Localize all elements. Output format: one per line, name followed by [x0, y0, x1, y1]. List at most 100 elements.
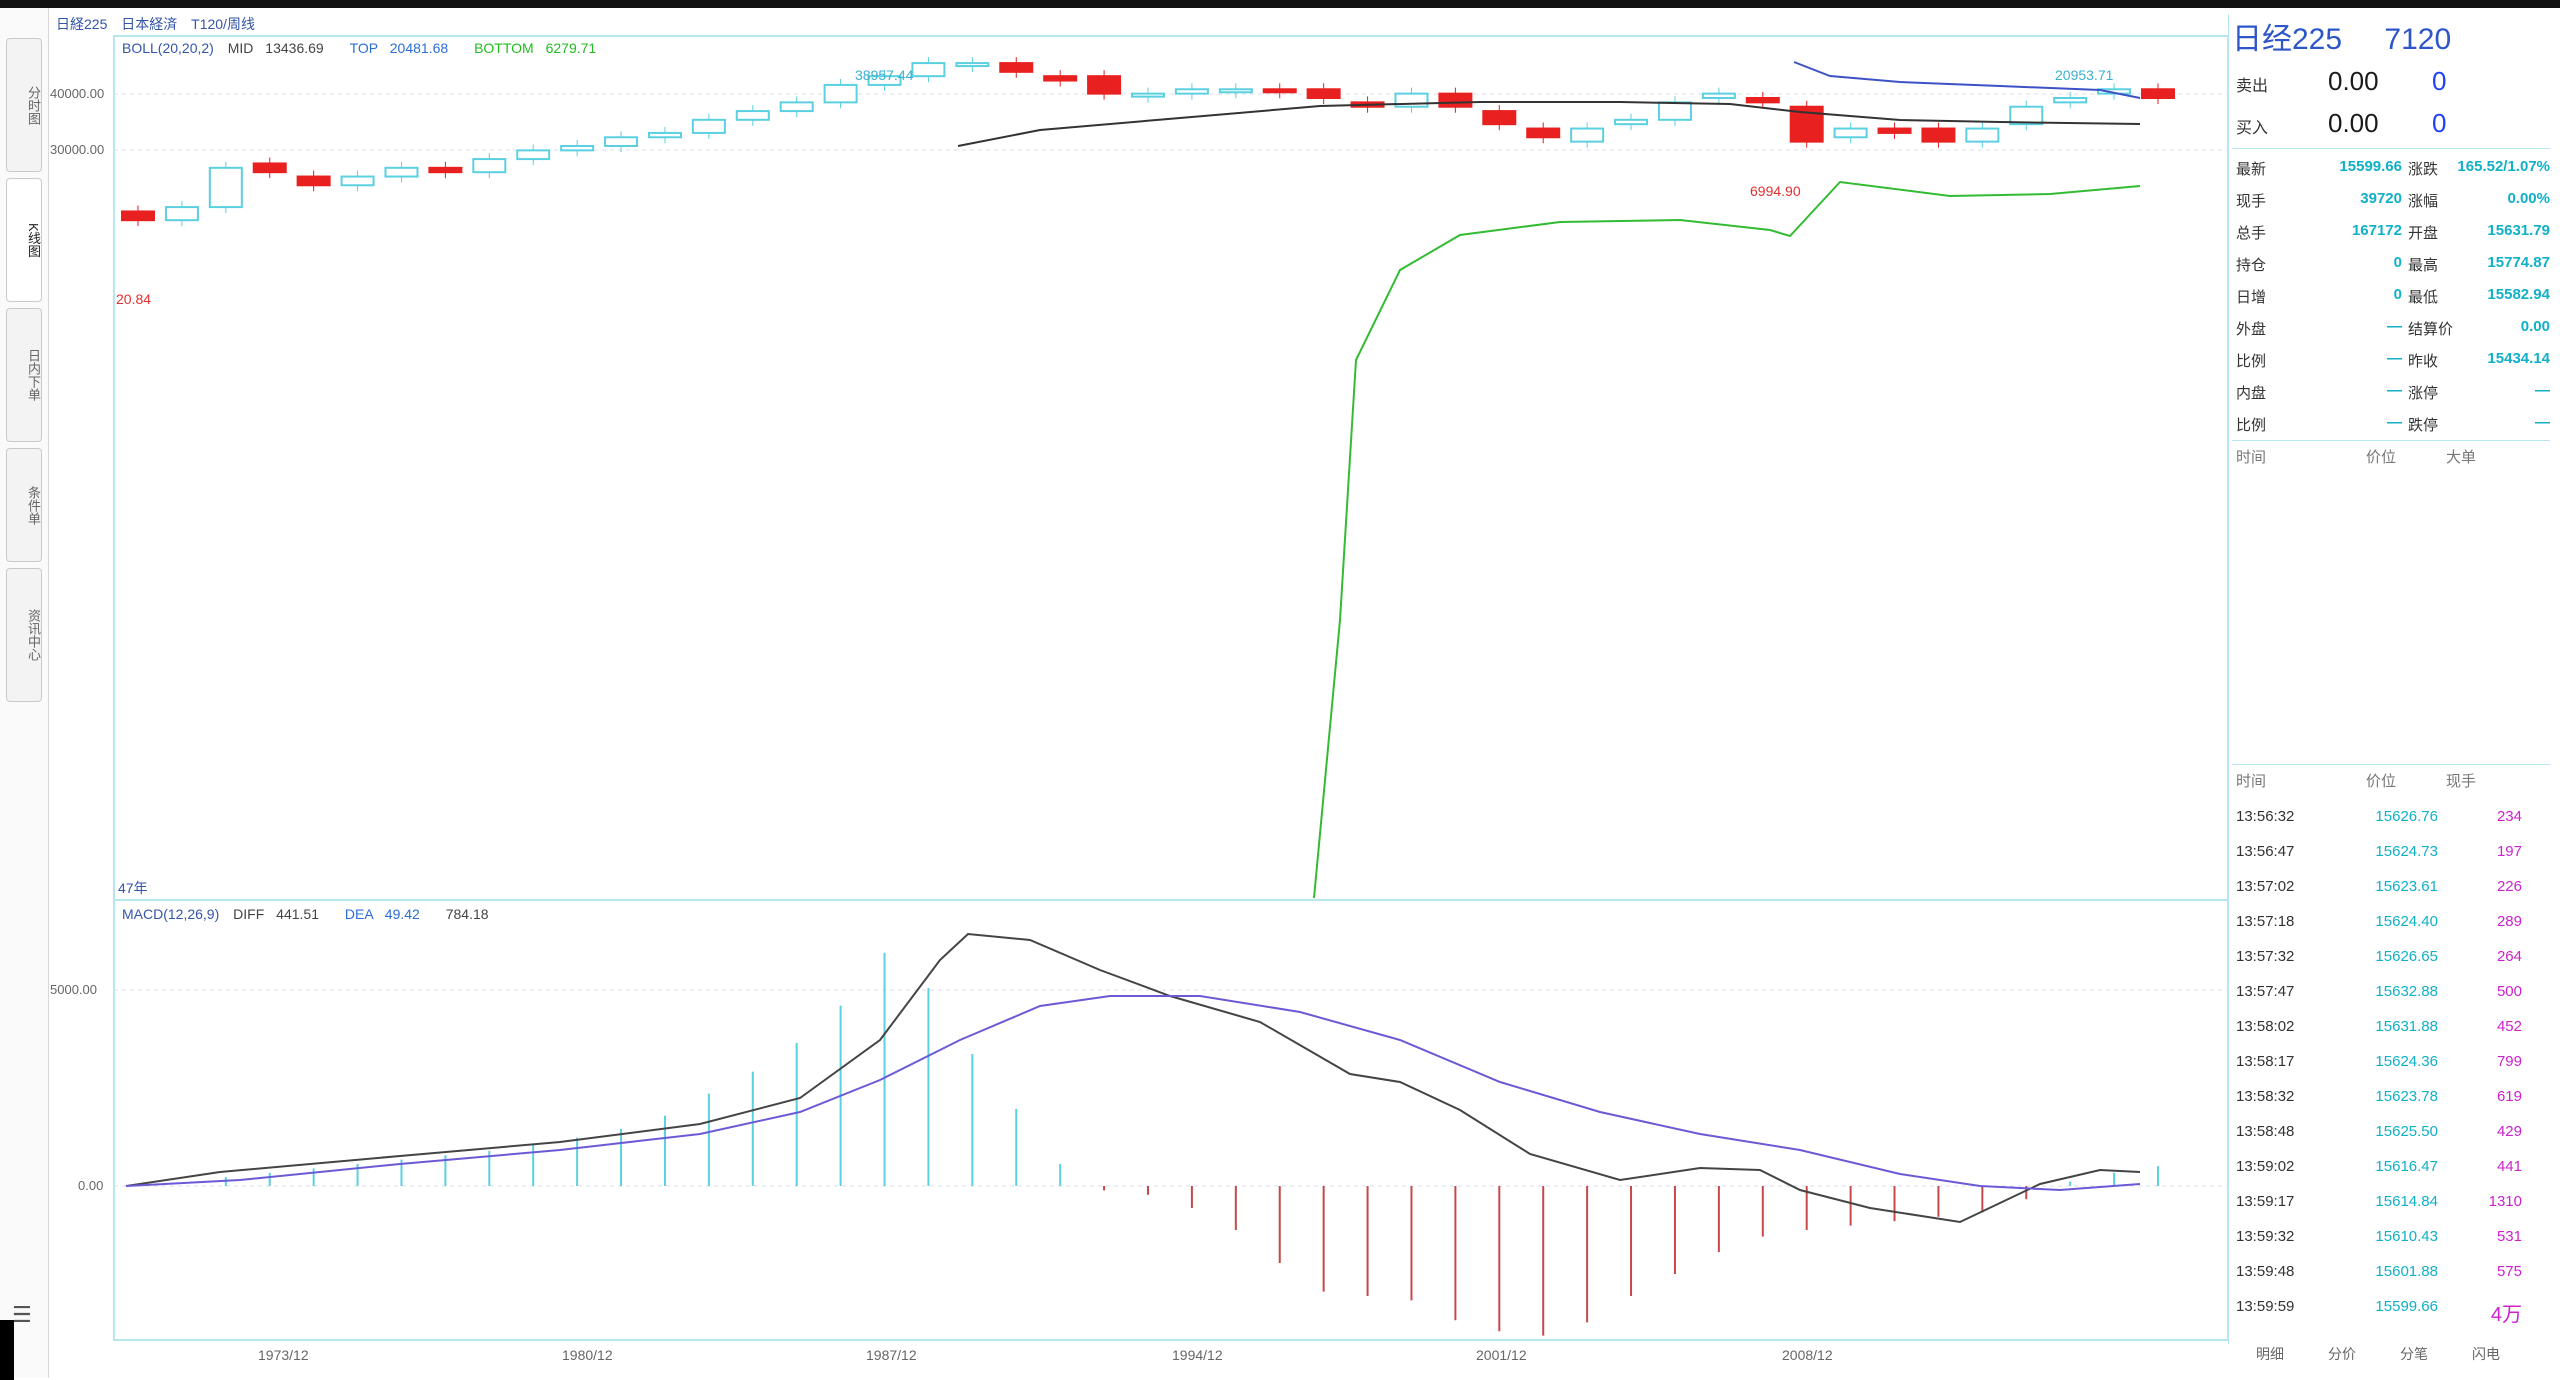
stat-value: —	[2387, 414, 2402, 431]
trade-volume: 234	[2496, 808, 2522, 825]
trade-row: 13:58:32 15623.78 619	[2232, 1088, 2550, 1122]
boll-mid-value: 13436.69	[265, 40, 324, 56]
candle	[691, 118, 726, 134]
x-label-2008: 2008/12	[1782, 1347, 1833, 1363]
kline-chart[interactable]: 40000.00 30000.00 5000.00 0.00 20.84 389…	[0, 0, 2230, 1370]
stat-key: 比例	[2236, 353, 2267, 370]
stat-key: 内盘	[2236, 385, 2267, 402]
tab-intraday[interactable]: 分时图	[6, 38, 42, 172]
trade-volume: 197	[2496, 843, 2522, 860]
macd-label: MACD(12,26,9)	[122, 906, 220, 922]
candle	[1043, 75, 1078, 82]
candle	[340, 175, 375, 187]
stat-row: 日增 0 最低 15582.94	[2232, 286, 2550, 314]
stat-key: 涨幅	[2408, 193, 2439, 210]
boll-bottom-label: BOTTOM	[474, 40, 534, 56]
candle	[1174, 88, 1209, 95]
trade-time: 13:59:48	[2236, 1263, 2295, 1280]
candle	[1570, 127, 1605, 143]
candle	[1482, 110, 1517, 126]
candle	[252, 162, 287, 174]
tab-detail[interactable]: 明细	[2256, 1346, 2284, 1362]
trade-volume: 500	[2496, 983, 2522, 1000]
stat-key: 外盘	[2236, 321, 2267, 338]
trade-volume: 429	[2496, 1123, 2522, 1140]
stat-value: 165.52/1.07%	[2457, 158, 2550, 175]
sell-row[interactable]: 卖出 0.00 0	[2232, 64, 2446, 98]
candle	[2053, 97, 2088, 104]
candle	[955, 62, 990, 68]
buy-volume: 0	[2432, 108, 2447, 138]
tab-conditional[interactable]: 条件单	[6, 448, 42, 562]
annot-low-price: 20.84	[116, 291, 151, 307]
panel-divider	[2228, 14, 2229, 1344]
annot-low-mid: 6994.90	[1750, 183, 1801, 199]
tab-flash[interactable]: 闪电	[2472, 1346, 2500, 1362]
buy-row[interactable]: 买入 0.00 0	[2232, 106, 2446, 140]
stat-key: 涨跌	[2408, 161, 2439, 178]
trade-time: 13:59:32	[2236, 1228, 2295, 1245]
candle	[1745, 97, 1780, 104]
candle	[1087, 75, 1122, 95]
trade-volume: 441	[2496, 1158, 2522, 1175]
candle	[1306, 88, 1341, 100]
sell-price: 0.00	[2328, 66, 2379, 96]
trade-time: 13:57:47	[2236, 983, 2295, 1000]
trade-price: 15631.88	[2375, 1018, 2438, 1035]
macd-value: 784.18	[445, 906, 489, 922]
boll-top-value: 20481.68	[389, 40, 449, 56]
stat-value: 0	[2393, 286, 2402, 303]
instrument-name: 日经225	[2232, 23, 2343, 56]
trade-price: 15616.47	[2375, 1158, 2438, 1175]
stat-value: —	[2387, 382, 2402, 399]
candle	[472, 158, 507, 174]
trade-header-price: 价位	[2366, 773, 2397, 790]
trade-price: 15599.66	[2375, 1298, 2438, 1315]
instrument-code: 7120	[2384, 23, 2452, 56]
menu-icon[interactable]: ☰	[12, 1302, 32, 1327]
boll-indicator: BOLL(20,20,2) MID 13436.69 TOP 20481.68 …	[122, 40, 596, 56]
title-tab-1[interactable]: 日経225	[56, 16, 108, 32]
candle	[823, 83, 858, 104]
chart-frame	[113, 35, 2229, 1341]
trade-volume: 1310	[2488, 1193, 2522, 1210]
stat-row: 最新 15599.66 涨跌 165.52/1.07%	[2232, 158, 2550, 186]
trade-row: 13:59:17 15614.84 1310	[2232, 1193, 2550, 1227]
title-tab-2[interactable]: 日本経済	[121, 16, 178, 32]
tab-kline[interactable]: K线图	[6, 178, 42, 302]
trade-price: 15610.43	[2375, 1228, 2438, 1245]
x-label-1994: 1994/12	[1172, 1347, 1223, 1363]
candle	[867, 75, 902, 86]
stat-value: 0.00	[2520, 318, 2550, 335]
annot-high-right: 20953.71	[2055, 67, 2114, 83]
tab-order[interactable]: 日内下单	[6, 308, 42, 442]
tab-by-price[interactable]: 分价	[2328, 1346, 2356, 1362]
stat-row: 内盘 — 涨停 —	[2232, 382, 2550, 410]
tick-header-price: 价位	[2366, 449, 2397, 466]
trade-time: 13:59:17	[2236, 1193, 2295, 1210]
trade-row: 13:58:48 15625.50 429	[2232, 1123, 2550, 1157]
candle	[1921, 127, 1956, 143]
tab-news[interactable]: 资讯中心	[6, 568, 42, 702]
candle	[121, 210, 155, 222]
trade-row: 13:56:32 15626.76 234	[2232, 808, 2550, 842]
boll-label: BOLL(20,20,2)	[122, 40, 214, 56]
window-top-bar	[0, 0, 2560, 8]
trade-price: 15623.61	[2375, 878, 2438, 895]
trade-time: 13:59:59	[2236, 1298, 2295, 1315]
y-label-30000: 30000.00	[50, 142, 104, 157]
stat-value: 0.00%	[2507, 190, 2550, 207]
trade-row: 13:59:02 15616.47 441	[2232, 1158, 2550, 1192]
boll-bottom-value: 6279.71	[545, 40, 597, 56]
tab-by-trade[interactable]: 分笔	[2400, 1346, 2428, 1362]
candle	[1131, 92, 1165, 98]
stat-value: 15434.14	[2487, 350, 2550, 367]
title-tab-3[interactable]: T120/周线	[191, 16, 255, 32]
macd-dea-label: DEA	[344, 906, 373, 922]
x-label-2001: 2001/12	[1476, 1347, 1527, 1363]
macd-diff-line	[125, 932, 2141, 1224]
trade-price: 15623.78	[2375, 1088, 2438, 1105]
trade-time: 13:58:02	[2236, 1018, 2295, 1035]
trade-header-time: 时间	[2236, 773, 2267, 790]
stat-key: 昨收	[2408, 353, 2439, 370]
